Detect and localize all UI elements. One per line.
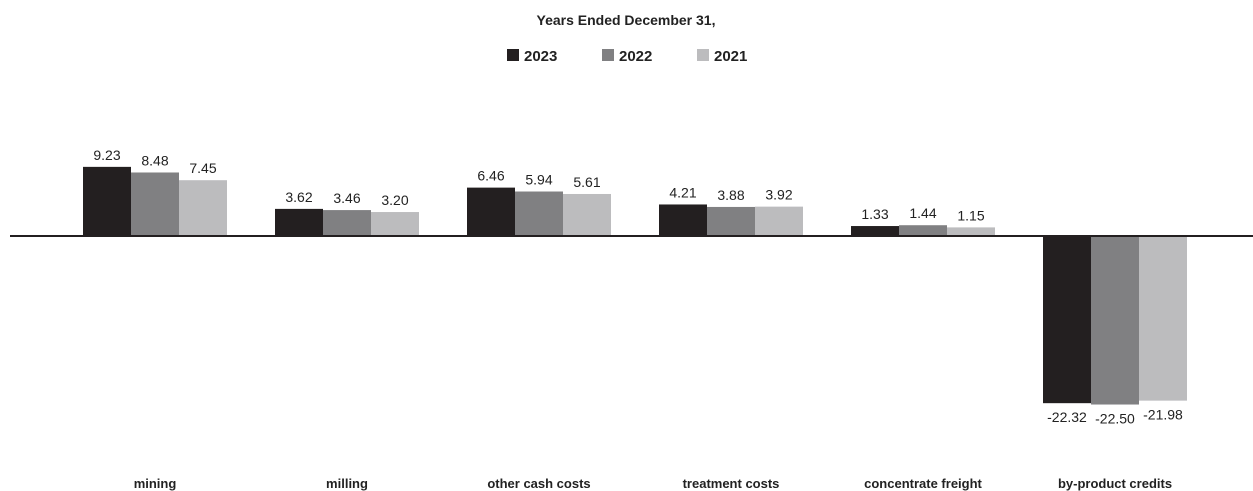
bar-milling-2021 bbox=[371, 212, 419, 236]
bar-concentrate-freight-2022 bbox=[899, 225, 947, 236]
value-label-mining-2021: 7.45 bbox=[189, 160, 216, 176]
value-label-by-product-credits-2021: -21.98 bbox=[1143, 407, 1183, 423]
bar-treatment-costs-2021 bbox=[755, 207, 803, 236]
value-label-mining-2022: 8.48 bbox=[141, 152, 168, 168]
category-label-by-product-credits: by-product credits bbox=[1058, 476, 1172, 491]
bar-milling-2022 bbox=[323, 210, 371, 236]
bar-mining-2023 bbox=[83, 167, 131, 236]
chart-title: Years Ended December 31, bbox=[537, 12, 716, 28]
bar-other-cash-costs-2021 bbox=[563, 194, 611, 236]
bar-by-product-credits-2023 bbox=[1043, 236, 1091, 403]
bar-concentrate-freight-2023 bbox=[851, 226, 899, 236]
category-label-concentrate-freight: concentrate freight bbox=[864, 476, 982, 491]
bar-by-product-credits-2022 bbox=[1091, 236, 1139, 405]
category-label-mining: mining bbox=[134, 476, 177, 491]
value-label-other-cash-costs-2021: 5.61 bbox=[573, 174, 600, 190]
category-label-treatment-costs: treatment costs bbox=[683, 476, 780, 491]
legend-label-2021: 2021 bbox=[714, 48, 747, 65]
value-label-by-product-credits-2022: -22.50 bbox=[1095, 411, 1135, 427]
value-label-other-cash-costs-2023: 6.46 bbox=[477, 168, 504, 184]
bar-treatment-costs-2022 bbox=[707, 207, 755, 236]
bar-mining-2022 bbox=[131, 172, 179, 236]
value-label-treatment-costs-2022: 3.88 bbox=[717, 187, 744, 203]
bars-group bbox=[83, 167, 1187, 405]
value-label-mining-2023: 9.23 bbox=[93, 147, 120, 163]
category-label-other-cash-costs: other cash costs bbox=[487, 476, 590, 491]
legend-swatch-2023 bbox=[507, 49, 519, 61]
value-label-other-cash-costs-2022: 5.94 bbox=[525, 172, 552, 188]
legend-label-2022: 2022 bbox=[619, 48, 652, 65]
legend-swatch-2021 bbox=[697, 49, 709, 61]
bar-other-cash-costs-2022 bbox=[515, 192, 563, 236]
bar-treatment-costs-2023 bbox=[659, 204, 707, 236]
value-label-treatment-costs-2023: 4.21 bbox=[669, 184, 696, 200]
value-label-by-product-credits-2023: -22.32 bbox=[1047, 409, 1087, 425]
bar-milling-2023 bbox=[275, 209, 323, 236]
value-label-milling-2023: 3.62 bbox=[285, 189, 312, 205]
bar-mining-2021 bbox=[179, 180, 227, 236]
value-label-concentrate-freight-2021: 1.15 bbox=[957, 207, 984, 223]
legend-swatch-2022 bbox=[602, 49, 614, 61]
legend: 2023 2022 2021 bbox=[507, 48, 747, 65]
value-label-milling-2022: 3.46 bbox=[333, 190, 360, 206]
category-label-milling: milling bbox=[326, 476, 368, 491]
value-label-concentrate-freight-2023: 1.33 bbox=[861, 206, 888, 222]
bar-other-cash-costs-2023 bbox=[467, 188, 515, 236]
value-label-treatment-costs-2021: 3.92 bbox=[765, 187, 792, 203]
legend-label-2023: 2023 bbox=[524, 48, 557, 65]
bar-concentrate-freight-2021 bbox=[947, 227, 995, 236]
value-label-milling-2021: 3.20 bbox=[381, 192, 408, 208]
bar-by-product-credits-2021 bbox=[1139, 236, 1187, 401]
value-labels-group: 9.23 8.48 7.45 3.62 3.46 3.20 6.46 5.94 5.61 4.21… bbox=[93, 147, 1183, 427]
category-labels-group: mining milling other cash costs treatment c… bbox=[134, 476, 1172, 491]
value-label-concentrate-freight-2022: 1.44 bbox=[909, 205, 936, 221]
